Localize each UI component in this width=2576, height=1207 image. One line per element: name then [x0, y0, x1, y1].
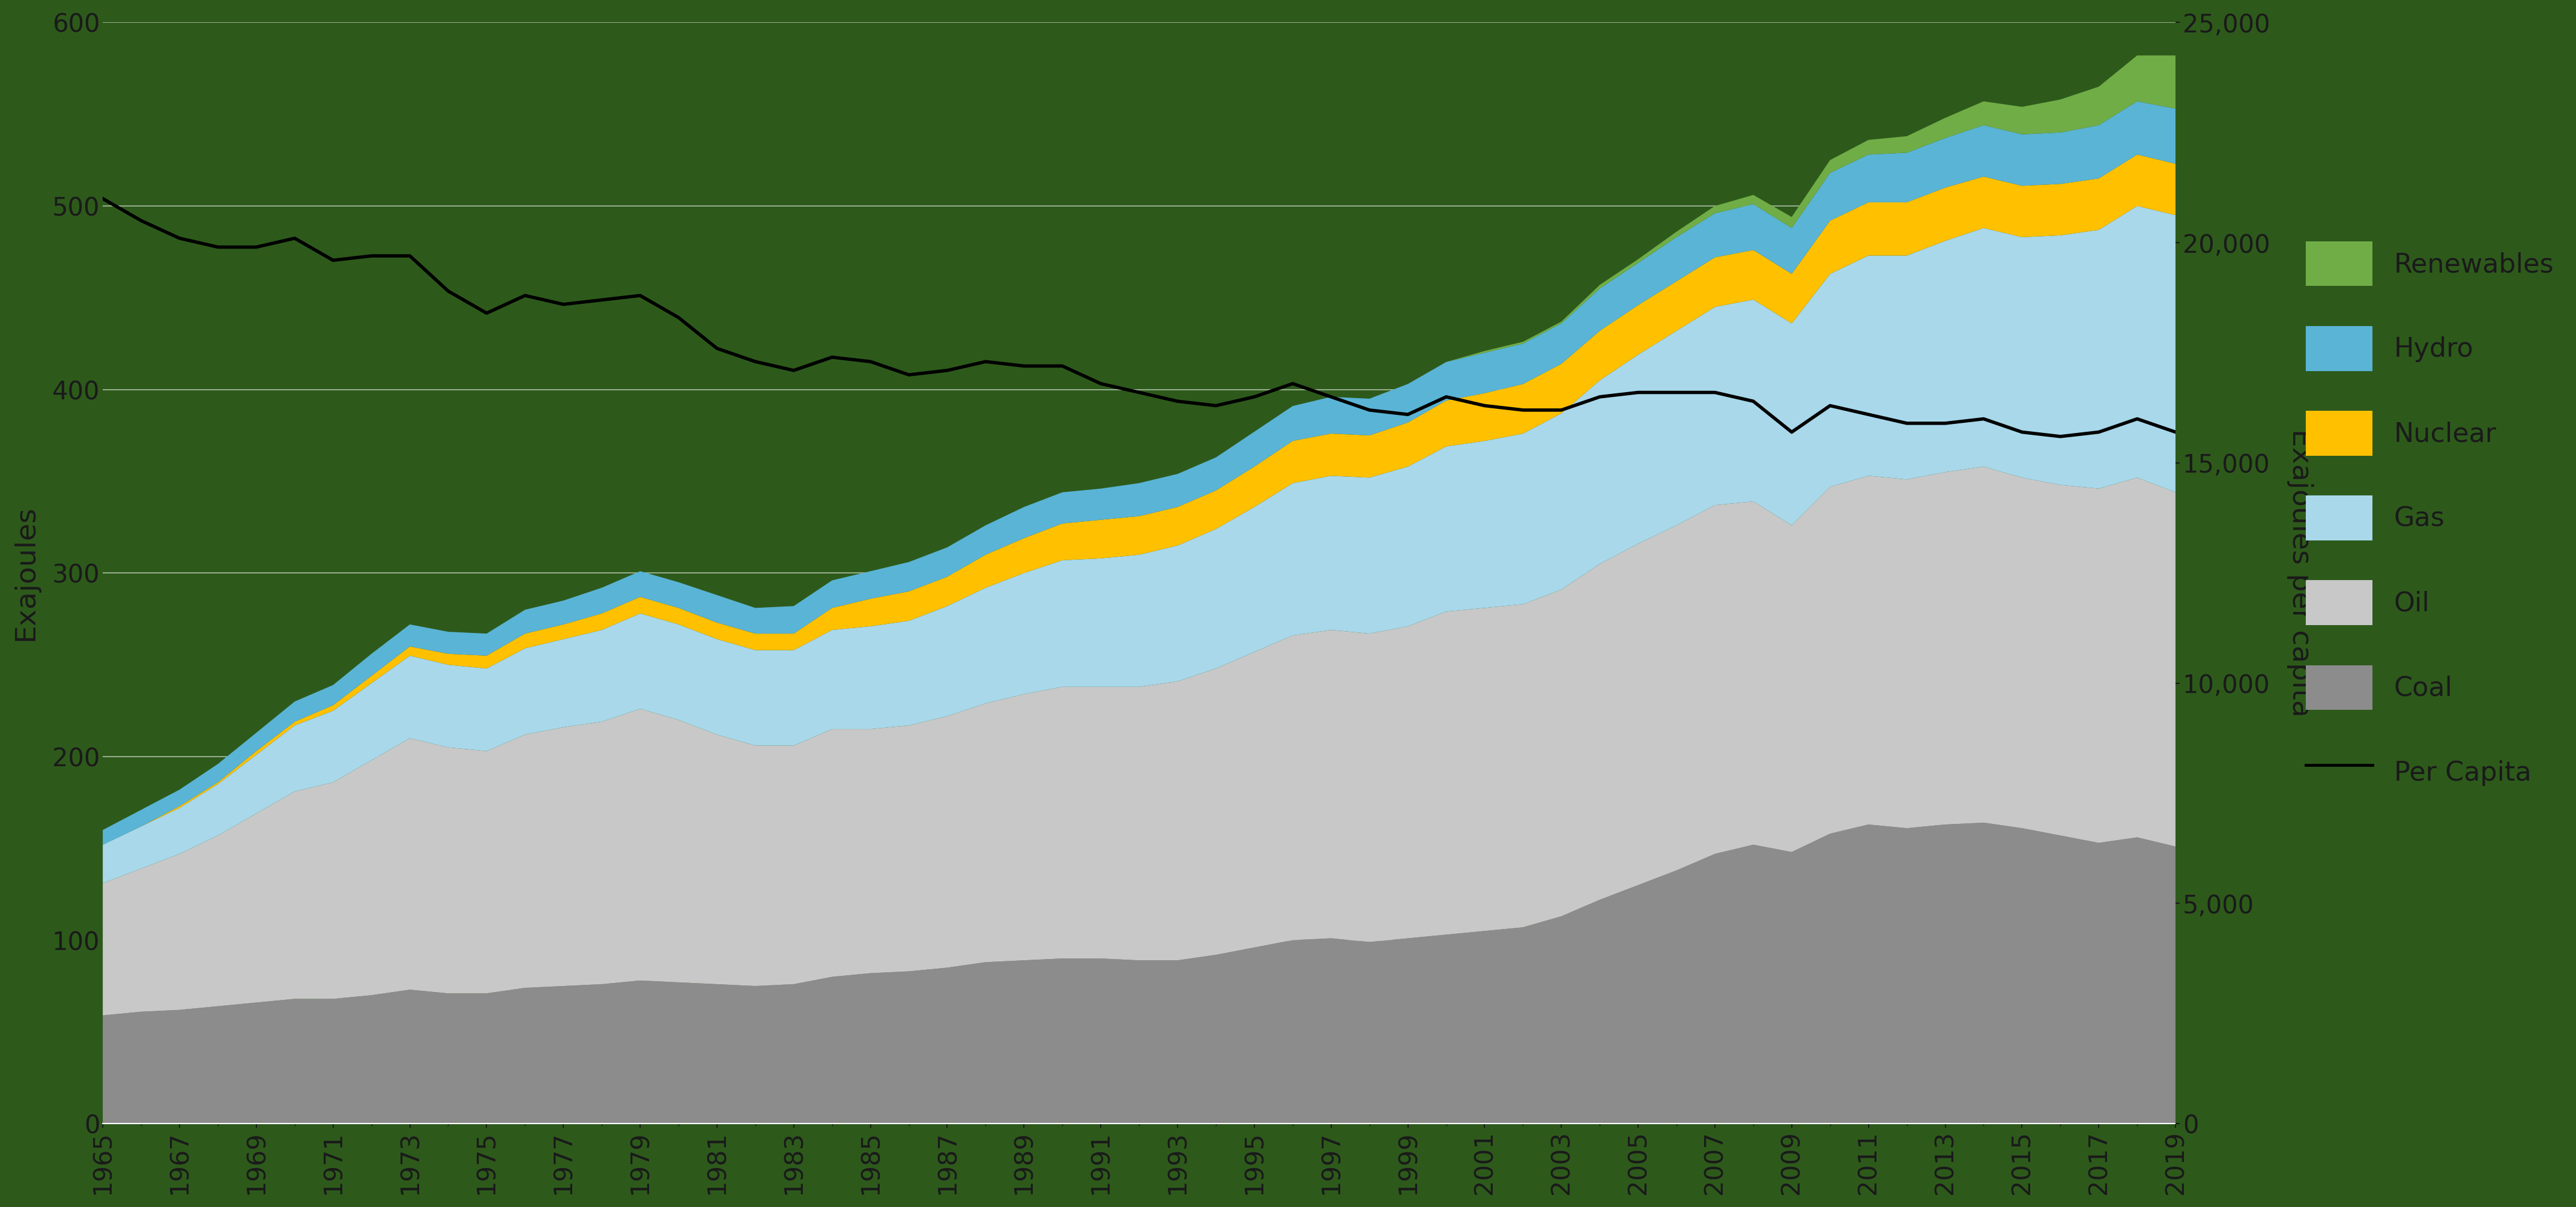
Y-axis label: Exajoules: Exajoules [13, 506, 39, 641]
Legend: Renewables, Hydro, Nuclear, Gas, Oil, Coal, Per Capita: Renewables, Hydro, Nuclear, Gas, Oil, Co… [2293, 228, 2568, 807]
Y-axis label: Exajoules per capita: Exajoules per capita [2287, 428, 2313, 717]
